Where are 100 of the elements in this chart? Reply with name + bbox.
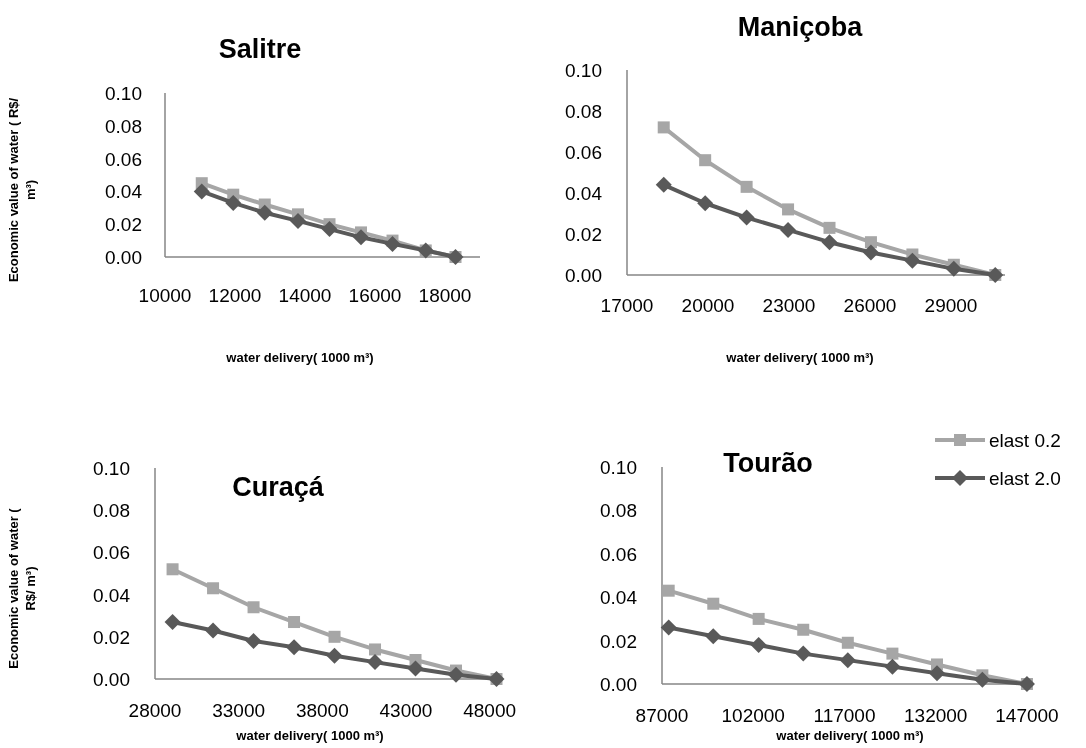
point	[384, 235, 401, 252]
x-tick-label: 18000	[418, 285, 472, 306]
point	[247, 601, 260, 614]
point	[862, 244, 879, 261]
x-tick-label: 87000	[635, 705, 689, 726]
y-tick-label: 0.04	[93, 584, 131, 606]
y-tick-label: 0.10	[600, 457, 637, 478]
x-tick-label: 117000	[813, 705, 876, 726]
x-tick-label: 17000	[600, 295, 654, 316]
point	[864, 236, 877, 249]
x-tick-label: 10000	[138, 285, 192, 306]
y-tick-label: 0.02	[565, 224, 602, 245]
point	[904, 252, 921, 269]
x-tick-label: 38000	[295, 700, 349, 721]
point	[974, 671, 991, 688]
point	[193, 183, 210, 200]
point	[353, 229, 369, 246]
point	[780, 221, 797, 238]
point	[795, 645, 812, 662]
point	[407, 660, 424, 677]
x-tick-label: 28000	[128, 700, 182, 721]
y-tick-label: 0.02	[105, 214, 142, 236]
point	[290, 212, 306, 229]
point	[823, 221, 836, 234]
point	[705, 628, 722, 645]
chart-title: Curaçá	[232, 472, 325, 502]
y-tick-label: 0.04	[105, 181, 143, 203]
point	[448, 666, 464, 683]
x-tick-label: 12000	[208, 285, 262, 306]
y-tick-label: 0.02	[600, 630, 637, 652]
chart-title: Salitre	[218, 34, 302, 64]
y-tick-label: 0.04	[600, 587, 638, 609]
y-tick-label: 0.06	[565, 142, 602, 163]
x-tick-label: 102000	[721, 705, 785, 726]
x-tick-label: 14000	[278, 285, 332, 306]
x-tick-label: 23000	[762, 295, 816, 316]
x-tick-label: 29000	[924, 295, 978, 316]
point	[839, 652, 856, 669]
y-tick-label: 0.00	[105, 247, 142, 268]
y-axis-title: Economic value of water ( R$/ m³)	[6, 507, 38, 669]
x-tick-label: 26000	[843, 295, 897, 316]
y-tick-label: 0.10	[565, 60, 602, 81]
point	[164, 614, 181, 631]
y-tick-label: 0.06	[93, 542, 130, 564]
point	[752, 612, 765, 625]
point	[288, 616, 301, 629]
point	[740, 180, 753, 193]
point	[657, 121, 670, 134]
legend-label: elast 2.0	[989, 468, 1061, 489]
point	[328, 630, 341, 643]
point	[660, 619, 677, 636]
point	[738, 209, 755, 226]
y-tick-label: 0.00	[565, 265, 602, 286]
point	[821, 234, 838, 251]
point	[886, 647, 899, 660]
point	[797, 623, 810, 636]
point	[699, 154, 712, 167]
point	[225, 194, 242, 211]
point	[166, 563, 179, 576]
point	[256, 204, 273, 221]
y-tick-label: 0.06	[600, 543, 637, 565]
y-axis-title: Economic value of water ( R$/ m³)	[6, 97, 38, 283]
point	[782, 203, 795, 216]
x-tick-label: 33000	[212, 700, 266, 721]
point	[207, 582, 220, 595]
x-tick-label: 16000	[348, 285, 402, 306]
legend-label: elast 0.2	[989, 430, 1061, 451]
x-axis-title: water delivery( 1000 m³)	[235, 728, 384, 743]
point	[697, 195, 714, 212]
x-tick-label: 48000	[463, 700, 517, 721]
chart-title: Tourão	[723, 448, 813, 478]
y-tick-label: 0.00	[93, 669, 130, 690]
point	[326, 647, 343, 664]
point	[205, 622, 222, 639]
point	[245, 633, 262, 650]
y-tick-label: 0.00	[600, 674, 637, 695]
x-axis-title: water delivery( 1000 m³)	[775, 728, 924, 743]
point	[286, 639, 303, 656]
point	[707, 597, 720, 610]
y-tick-label: 0.08	[105, 115, 142, 137]
y-tick-label: 0.08	[93, 500, 130, 522]
y-tick-label: 0.08	[600, 500, 637, 522]
point	[655, 176, 672, 193]
chart-title: Maniçoba	[737, 12, 864, 42]
y-tick-label: 0.06	[105, 148, 142, 170]
x-axis-title: water delivery( 1000 m³)	[725, 350, 874, 365]
y-tick-label: 0.10	[93, 458, 130, 479]
y-tick-label: 0.02	[93, 626, 130, 648]
point	[750, 636, 767, 653]
x-axis-title: water delivery( 1000 m³)	[225, 350, 374, 365]
point	[945, 260, 962, 277]
y-tick-label: 0.10	[105, 83, 142, 104]
x-tick-label: 132000	[904, 705, 968, 726]
x-tick-label: 147000	[995, 705, 1059, 726]
point	[367, 654, 384, 671]
x-tick-label: 43000	[379, 700, 433, 721]
y-tick-label: 0.08	[565, 101, 602, 122]
point	[369, 643, 382, 656]
x-tick-label: 20000	[681, 295, 735, 316]
point	[321, 221, 338, 238]
